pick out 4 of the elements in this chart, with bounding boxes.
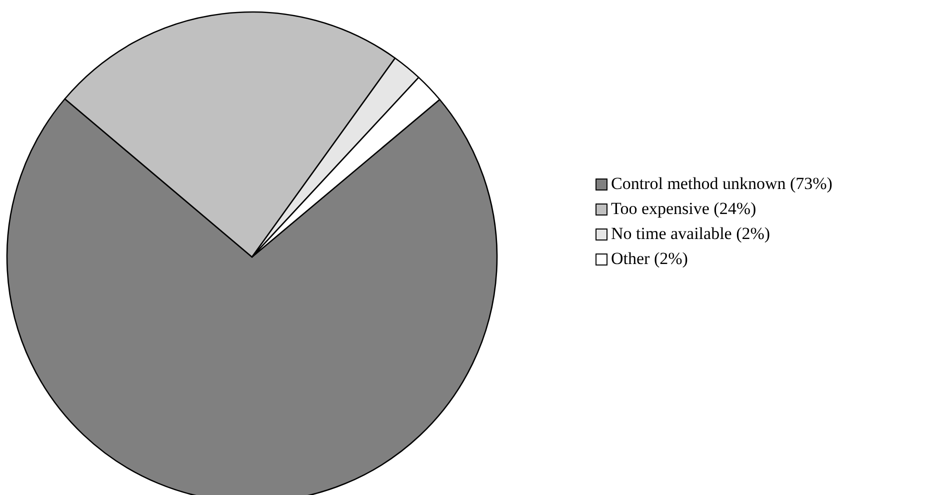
- legend-label: Other (2%): [611, 249, 688, 268]
- legend-label: Too expensive (24%): [611, 199, 756, 218]
- legend-label: Control method unknown (73%): [611, 174, 832, 193]
- legend-label: No time available (2%): [611, 224, 770, 243]
